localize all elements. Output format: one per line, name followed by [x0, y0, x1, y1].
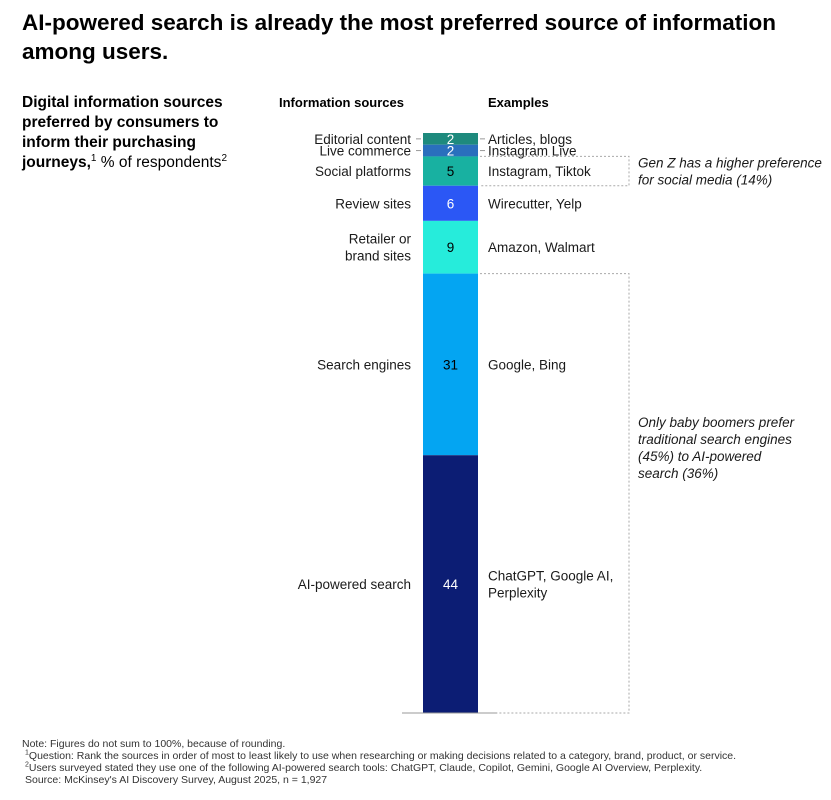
note-rounding: Note: Figures do not sum to 100%, becaus… [22, 738, 286, 750]
subtitle-unit: % of respondents [96, 154, 222, 171]
example-label-ai-powered-search: ChatGPT, Google AI, Perplexity [488, 569, 613, 601]
bar-live-commerce [423, 144, 478, 157]
annotation-bracket-1 [480, 155, 630, 187]
source-label-retailer-or-brand-sites: Retailer or brand sites [345, 232, 412, 264]
note-users-sup: 2 [25, 761, 29, 769]
chart-headline: AI-powered search is already the most pr… [22, 10, 776, 64]
example-label-retailer-or-brand-sites: Amazon, Walmart [488, 240, 595, 255]
bar-editorial-content [423, 133, 478, 145]
value-label-live-commerce: 2 [447, 144, 455, 159]
value-label-social-platforms: 5 [447, 164, 455, 179]
bar-retailer-or-brand-sites [423, 220, 478, 274]
bar-ai-powered-search [423, 455, 478, 713]
footnotes: Note: Figures do not sum to 100%, becaus… [22, 738, 822, 786]
source-label-social-platforms: Social platforms [315, 164, 411, 179]
annotation-2: Only baby boomers prefer traditional sear… [638, 415, 795, 481]
note-source: Source: McKinsey's AI Discovery Survey, … [25, 774, 328, 786]
header-examples: Examples [488, 95, 549, 110]
note-question-text: Question: Rank the sources in order of m… [28, 750, 737, 762]
annotation-1: Gen Z has a higher preference for social … [638, 156, 822, 188]
source-label-live-commerce: Live commerce [319, 144, 411, 159]
value-label-retailer-or-brand-sites: 9 [447, 240, 455, 255]
chart-subtitle: Digital information sources preferred by… [22, 93, 257, 173]
annotation-bracket-2 [480, 273, 630, 714]
example-label-live-commerce: Instagram Live [488, 144, 577, 159]
value-label-ai-powered-search: 44 [443, 577, 459, 592]
example-label-editorial-content: Articles, blogs [488, 132, 572, 147]
value-label-review-sites: 6 [447, 196, 455, 211]
bar-social-platforms [423, 156, 478, 186]
bar-search-engines [423, 273, 478, 456]
stacked-bar-chart: Information sources Examples 22 5 6 9 31 44 E… [279, 95, 822, 714]
footnote-ref-2: 2 [221, 152, 227, 164]
subtitle-main: Digital information sources preferred by… [22, 94, 223, 171]
source-label-review-sites: Review sites [335, 196, 411, 211]
source-label-ai-powered-search: AI-powered search [298, 577, 411, 592]
example-label-search-engines: Google, Bing [488, 357, 566, 372]
bar-review-sites [423, 185, 478, 221]
header-information-sources: Information sources [279, 95, 404, 110]
value-label-editorial-content: 2 [447, 132, 455, 147]
note-question-sup: 1 [25, 749, 29, 757]
bar-segments: 22 5 6 9 31 44 [423, 132, 478, 713]
example-label-review-sites: Wirecutter, Yelp [488, 196, 582, 211]
footnote-ref-1: 1 [90, 152, 97, 164]
source-label-editorial-content: Editorial content [314, 132, 411, 147]
note-question: 1Question: Rank the sources in order of … [22, 749, 822, 763]
source-label-search-engines: Search engines [317, 357, 411, 372]
annotations: Gen Z has a higher preference for social … [480, 155, 822, 714]
example-label-social-platforms: Instagram, Tiktok [488, 164, 591, 179]
note-users: 2Users surveyed stated they use one of t… [22, 761, 822, 775]
note-users-text: Users surveyed stated they use one of th… [28, 762, 703, 774]
value-label-search-engines: 31 [443, 357, 458, 372]
